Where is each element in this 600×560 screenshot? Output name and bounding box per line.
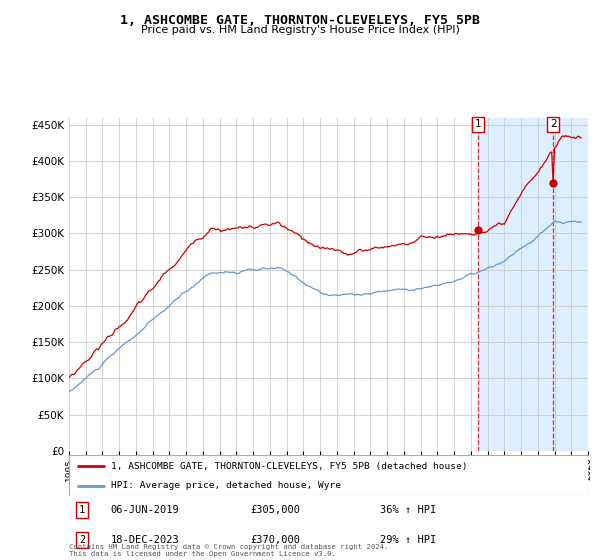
Text: £305,000: £305,000 (251, 505, 301, 515)
Text: 2: 2 (550, 119, 556, 129)
Text: 1, ASHCOMBE GATE, THORNTON-CLEVELEYS, FY5 5PB: 1, ASHCOMBE GATE, THORNTON-CLEVELEYS, FY… (120, 14, 480, 27)
Text: 36% ↑ HPI: 36% ↑ HPI (380, 505, 437, 515)
Text: 29% ↑ HPI: 29% ↑ HPI (380, 535, 437, 545)
Text: 1: 1 (475, 119, 481, 129)
Text: Contains HM Land Registry data © Crown copyright and database right 2024.
This d: Contains HM Land Registry data © Crown c… (69, 544, 388, 557)
Text: 2: 2 (79, 535, 85, 545)
Text: 06-JUN-2019: 06-JUN-2019 (110, 505, 179, 515)
Text: £370,000: £370,000 (251, 535, 301, 545)
Text: Price paid vs. HM Land Registry's House Price Index (HPI): Price paid vs. HM Land Registry's House … (140, 25, 460, 35)
Bar (478, 118, 588, 451)
FancyBboxPatch shape (69, 455, 588, 496)
Text: 1, ASHCOMBE GATE, THORNTON-CLEVELEYS, FY5 5PB (detached house): 1, ASHCOMBE GATE, THORNTON-CLEVELEYS, FY… (110, 461, 467, 470)
Text: 1: 1 (79, 505, 85, 515)
Text: HPI: Average price, detached house, Wyre: HPI: Average price, detached house, Wyre (110, 481, 341, 490)
Text: 18-DEC-2023: 18-DEC-2023 (110, 535, 179, 545)
